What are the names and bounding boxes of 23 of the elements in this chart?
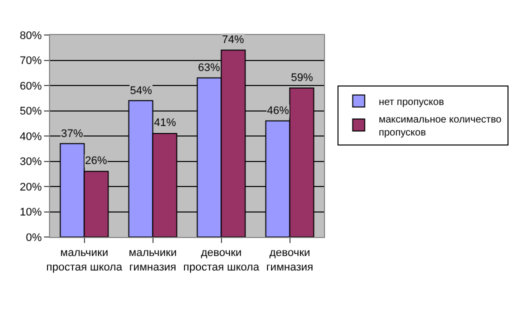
- legend-label: максимальное количество пропусков: [378, 114, 502, 138]
- data-label: 54%: [130, 85, 152, 97]
- x-tick-label: мальчики гимназия: [128, 247, 177, 274]
- x-tick-label: мальчики простая школа: [46, 247, 124, 274]
- y-tick-label: 20%: [20, 181, 42, 194]
- y-tick-label: 50%: [20, 106, 42, 118]
- y-tick-label: 10%: [20, 206, 42, 219]
- data-label: 46%: [267, 105, 290, 117]
- data-label: 26%: [85, 155, 108, 167]
- legend-label: нет пропусков: [378, 96, 444, 108]
- y-tick-label: 0%: [26, 232, 42, 244]
- data-label: 59%: [291, 72, 314, 84]
- data-label: 74%: [222, 34, 244, 46]
- data-label: 41%: [154, 117, 176, 129]
- y-tick-label: 60%: [20, 80, 42, 92]
- data-label: 63%: [198, 62, 220, 74]
- x-tick-label: девочки простая школа: [183, 247, 260, 274]
- y-tick-label: 70%: [20, 55, 42, 68]
- y-tick-label: 30%: [20, 156, 42, 168]
- data-label: 37%: [61, 128, 84, 140]
- y-tick-label: 80%: [20, 30, 42, 42]
- y-tick-label: 40%: [20, 130, 42, 143]
- x-tick-label: девочки гимназия: [266, 247, 314, 274]
